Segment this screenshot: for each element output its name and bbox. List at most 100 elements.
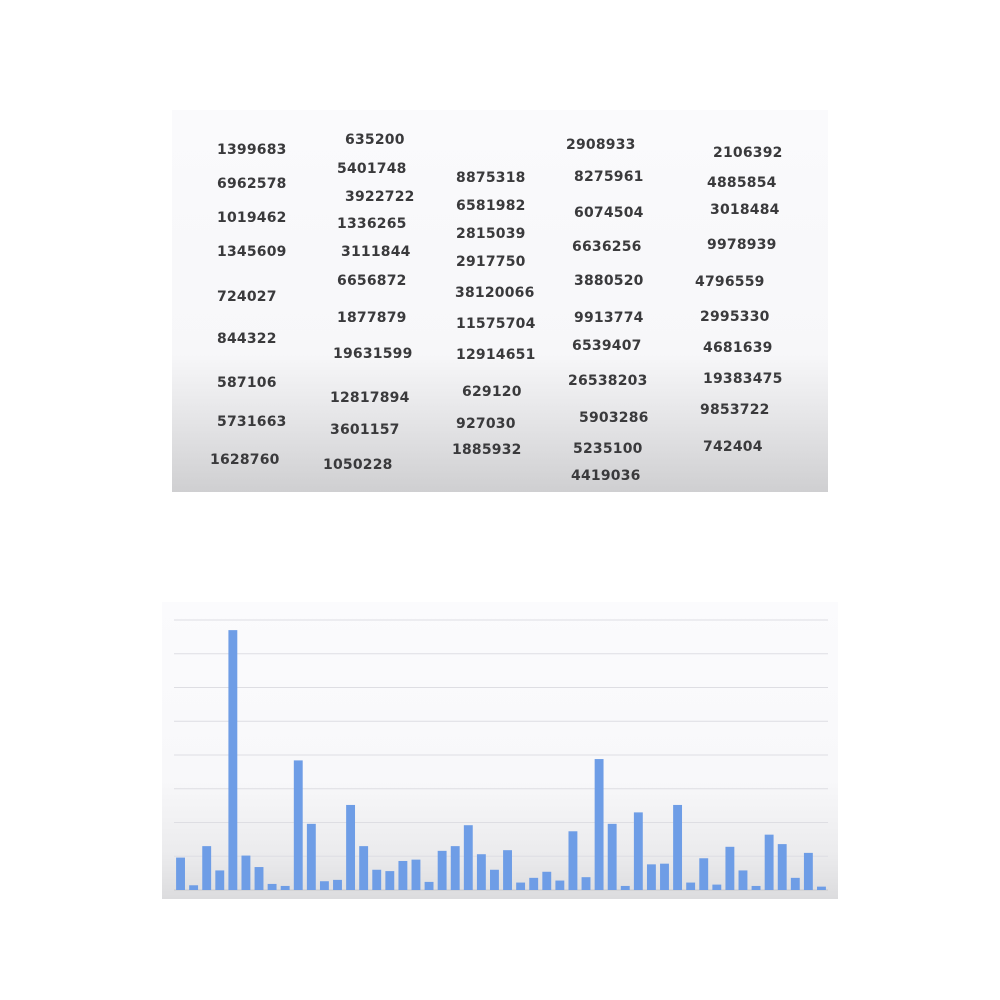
table-cell: 2995330 [700,309,770,325]
table-cell: 12817894 [330,390,410,406]
table-cell: 844322 [217,331,277,347]
table-cell: 8875318 [456,170,526,186]
bar [555,880,565,890]
table-cell: 1345609 [217,244,287,260]
bar [411,859,421,891]
bar [437,850,447,890]
bar [633,812,643,891]
table-cell: 742404 [703,439,763,455]
bar [333,879,342,891]
table-cell: 1399683 [217,142,287,158]
table-cell: 3111844 [341,244,411,260]
table-cell: 38120066 [455,285,535,301]
bar [228,630,238,891]
bar [777,844,787,890]
table-cell: 1877879 [337,310,407,326]
bar [241,855,251,890]
bar [594,759,604,890]
bar [372,869,382,890]
bar [529,877,539,890]
table-cell: 9913774 [574,310,644,326]
bar [463,825,473,890]
table-cell: 11575704 [456,316,536,332]
bar [215,870,225,890]
table-cell: 6074504 [574,205,644,221]
bar [764,834,774,890]
bar [568,831,578,891]
table-cell: 5235100 [573,441,643,457]
bar [293,760,303,890]
table-cell: 5731663 [217,414,287,430]
table-cell: 2908933 [566,137,636,153]
table-cell: 1019462 [217,210,287,226]
table-cell: 4885854 [707,175,777,191]
bar [803,852,813,891]
table-cell: 2815039 [456,226,526,242]
bar [607,823,617,890]
bar [620,885,630,890]
bar [542,871,552,890]
bar [450,846,460,891]
table-cell: 587106 [217,375,277,391]
bar [660,863,669,890]
table-cell: 6636256 [572,239,642,255]
table-cell: 6962578 [217,176,287,192]
table-cell: 3922722 [345,189,415,205]
bar [385,871,395,890]
table-cell: 4419036 [571,468,641,484]
table-cell: 1050228 [323,457,393,473]
table-cell: 4796559 [695,274,765,290]
bar [516,882,526,890]
table-cell: 2106392 [713,145,783,161]
bar [254,867,264,890]
table-cell: 927030 [456,416,516,432]
table-cell: 8275961 [574,169,644,185]
table-cell: 3880520 [574,273,644,289]
table-cell: 5401748 [337,161,407,177]
bar [490,869,499,890]
table-cell: 3601157 [330,422,400,438]
bar [398,860,408,890]
table-cell: 26538203 [568,373,648,389]
table-cell: 19383475 [703,371,783,387]
bar [790,877,800,890]
bar [712,884,722,890]
table-cell: 6656872 [337,273,407,289]
table-cell: 629120 [462,384,522,400]
bar [476,854,486,890]
bar [280,885,290,890]
bar [189,885,199,890]
bar [346,804,356,890]
bar [673,804,683,890]
bar [202,846,212,891]
bar-chart-svg [174,619,828,891]
table-cell: 1336265 [337,216,407,232]
bar [176,857,185,890]
table-cell: 2917750 [456,254,526,270]
table-cell: 635200 [345,132,405,148]
bar [817,886,826,891]
bar [359,846,369,891]
bar [646,864,656,890]
table-cell: 9978939 [707,237,777,253]
table-cell: 6539407 [572,338,642,354]
table-cell: 9853722 [700,402,770,418]
bar-chart [162,602,838,899]
bar [319,881,329,891]
bar [503,850,512,890]
table-cell: 1885932 [452,442,522,458]
bar [581,877,591,890]
bar [751,885,761,890]
table-cell: 19631599 [333,346,413,362]
numbers-table: 1399683 6962578 1019462 1345609 724027 844322… [172,110,828,492]
table-cell: 3018484 [710,202,780,218]
table-cell: 6581982 [456,198,526,214]
table-cell: 5903286 [579,410,649,426]
bar [306,823,316,890]
table-cell: 4681639 [703,340,773,356]
table-cell: 1628760 [210,452,280,468]
table-cell: 724027 [217,289,277,305]
bar [725,846,735,890]
bar [738,870,748,890]
table-cell: 12914651 [456,347,536,363]
